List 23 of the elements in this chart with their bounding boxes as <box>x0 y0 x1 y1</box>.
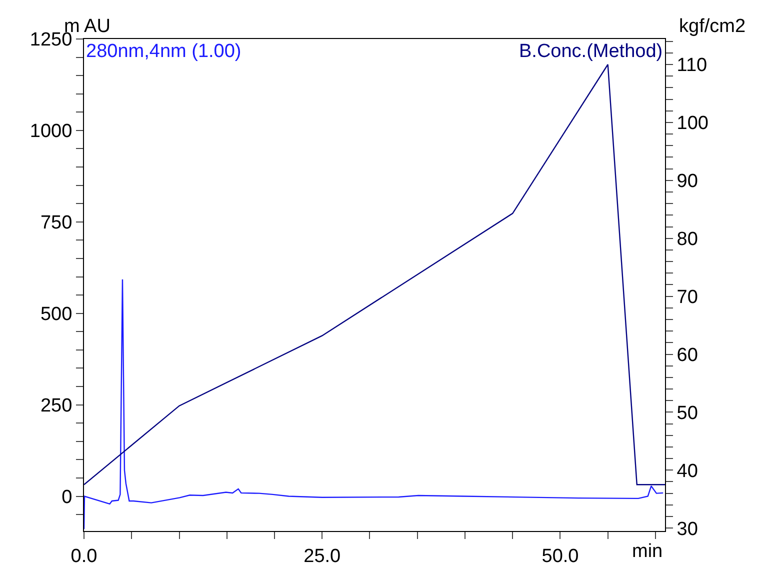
y-tick-label: 750 <box>40 212 72 234</box>
x-tick-label: 50.0 <box>542 546 579 567</box>
series-label: B.Conc.(Method) <box>519 41 663 62</box>
y2-tick-label: 100 <box>676 113 709 134</box>
y-tick-label: 0 <box>62 486 72 508</box>
y2-tick-label: 40 <box>676 460 698 482</box>
y-tick-label: 250 <box>40 395 72 416</box>
y2-tick-label: 80 <box>676 229 698 250</box>
y2-tick-label: 110 <box>676 55 708 76</box>
y2-tick-label: 70 <box>676 286 698 308</box>
y2-tick-label: 90 <box>676 171 698 192</box>
y-tick-label: 1000 <box>30 121 72 142</box>
y2-tick-label: 30 <box>676 518 698 540</box>
y2-axis-title: kgf/cm2 <box>679 16 746 37</box>
line-series <box>84 64 665 486</box>
y2-tick-label: 60 <box>676 344 698 366</box>
x-tick-label: 0.0 <box>70 546 98 567</box>
x-tick-label: 25.0 <box>304 546 341 567</box>
line-series <box>84 278 664 530</box>
y-tick-label: 500 <box>40 304 72 325</box>
text: 280nm,4nm (1.00) <box>86 41 242 62</box>
x-axis-title: min <box>632 541 663 562</box>
y2-tick-label: 50 <box>676 402 698 424</box>
